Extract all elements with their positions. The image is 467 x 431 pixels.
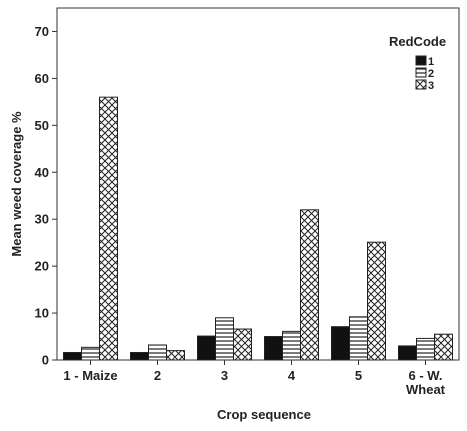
bar-series-3 [166, 350, 185, 361]
bar-series-1 [398, 345, 417, 361]
y-axis-title: Mean weed coverage % [9, 111, 24, 257]
x-tick-label: 6 - W. Wheat [406, 368, 446, 397]
bar-series-3 [367, 241, 386, 361]
bar-series-2 [349, 316, 368, 361]
legend-label-2: 2 [428, 68, 434, 80]
x-tick-label: 2 [154, 368, 161, 383]
bar-series-2 [215, 317, 234, 361]
y-axis: 0 10 20 30 40 50 60 70 [35, 24, 57, 368]
y-tick-label: 20 [35, 259, 49, 274]
x-tick-label: 4 [288, 368, 296, 383]
legend-swatch-3 [415, 79, 427, 90]
x-tick-label: 3 [221, 368, 228, 383]
bar-series-3 [300, 209, 319, 361]
bar-series-3 [434, 333, 453, 361]
legend-label-3: 3 [428, 80, 434, 92]
y-tick-label: 0 [42, 353, 49, 368]
y-tick-label: 50 [35, 118, 49, 133]
x-tick-label: 5 [355, 368, 362, 383]
bar-series-3 [99, 96, 118, 361]
bar-series-1 [264, 336, 283, 361]
y-tick-label: 40 [35, 165, 49, 180]
bar-series-1 [130, 351, 149, 361]
x-axis: 1 - Maize 2 3 4 5 6 - W. Wheat [63, 360, 446, 397]
bar-series-1 [331, 326, 350, 361]
bars-group [63, 96, 453, 361]
bar-series-2 [416, 337, 435, 361]
bar-series-1 [197, 335, 216, 361]
plot-area-frame [56, 7, 460, 361]
legend: RedCode 123 [389, 34, 446, 92]
x-axis-title: Crop sequence [217, 407, 311, 422]
y-tick-label: 60 [35, 71, 49, 86]
legend-label-1: 1 [428, 56, 434, 68]
y-tick-label: 30 [35, 212, 49, 227]
legend-swatch-1 [415, 55, 427, 66]
bar-series-1 [63, 351, 82, 361]
bar-series-2 [81, 346, 100, 361]
bar-series-3 [233, 328, 252, 361]
y-tick-label: 10 [35, 306, 49, 321]
x-tick-label: 1 - Maize [63, 368, 117, 383]
legend-title: RedCode [389, 34, 446, 49]
legend-swatch-2 [415, 67, 427, 78]
bar-series-2 [282, 330, 301, 361]
y-tick-label: 70 [35, 24, 49, 39]
bar-series-2 [148, 344, 167, 361]
